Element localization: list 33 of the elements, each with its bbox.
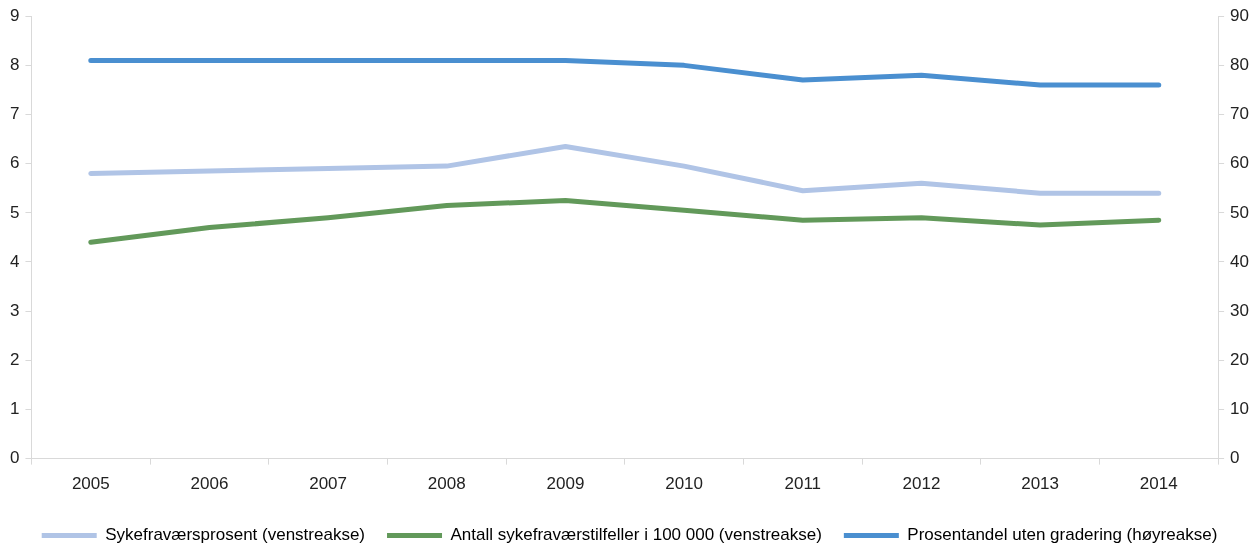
- x-tick-label: 2008: [427, 474, 466, 494]
- y2-tick-label: 10: [1230, 399, 1250, 419]
- y-tick-label: 7: [9, 104, 20, 124]
- legend-label: Prosentandel uten gradering (høyreakse): [907, 525, 1218, 545]
- y2-tick-label: 70: [1230, 104, 1250, 124]
- y2-tick-label: 90: [1230, 5, 1250, 25]
- y2-tick-label: 40: [1230, 251, 1250, 271]
- y2-tick-label: 50: [1230, 202, 1250, 222]
- x-tick-label: 2009: [546, 474, 585, 494]
- x-tick-label: 2006: [190, 474, 229, 494]
- x-tick-label: 2011: [784, 474, 822, 494]
- y2-tick-label: 0: [1230, 448, 1240, 468]
- y2-tick-label: 80: [1230, 55, 1250, 75]
- y-tick-label: 1: [9, 399, 20, 419]
- y2-tick-label: 30: [1230, 300, 1250, 320]
- y-tick-label: 3: [9, 300, 20, 320]
- y-tick-label: 8: [9, 55, 20, 75]
- x-tick-label: 2010: [665, 474, 704, 494]
- y-tick-label: 0: [9, 448, 20, 468]
- x-tick-label: 2013: [1021, 474, 1060, 494]
- x-tick-label: 2012: [902, 474, 941, 494]
- x-tick-label: 2005: [71, 474, 110, 494]
- y-tick-label: 5: [9, 202, 20, 222]
- y-tick-label: 6: [9, 153, 20, 173]
- legend-label: Sykefraværsprosent (venstreakse): [105, 525, 366, 545]
- y-tick-label: 4: [9, 251, 20, 271]
- y2-tick-label: 20: [1230, 349, 1250, 369]
- y-tick-label: 2: [9, 349, 20, 369]
- x-tick-label: 2014: [1139, 474, 1178, 494]
- y-tick-label: 9: [9, 5, 20, 25]
- x-tick-label: 2007: [309, 474, 348, 494]
- legend-label: Antall sykefraværstilfeller i 100 000 (venstreakse): [450, 525, 822, 545]
- y2-tick-label: 60: [1230, 153, 1250, 173]
